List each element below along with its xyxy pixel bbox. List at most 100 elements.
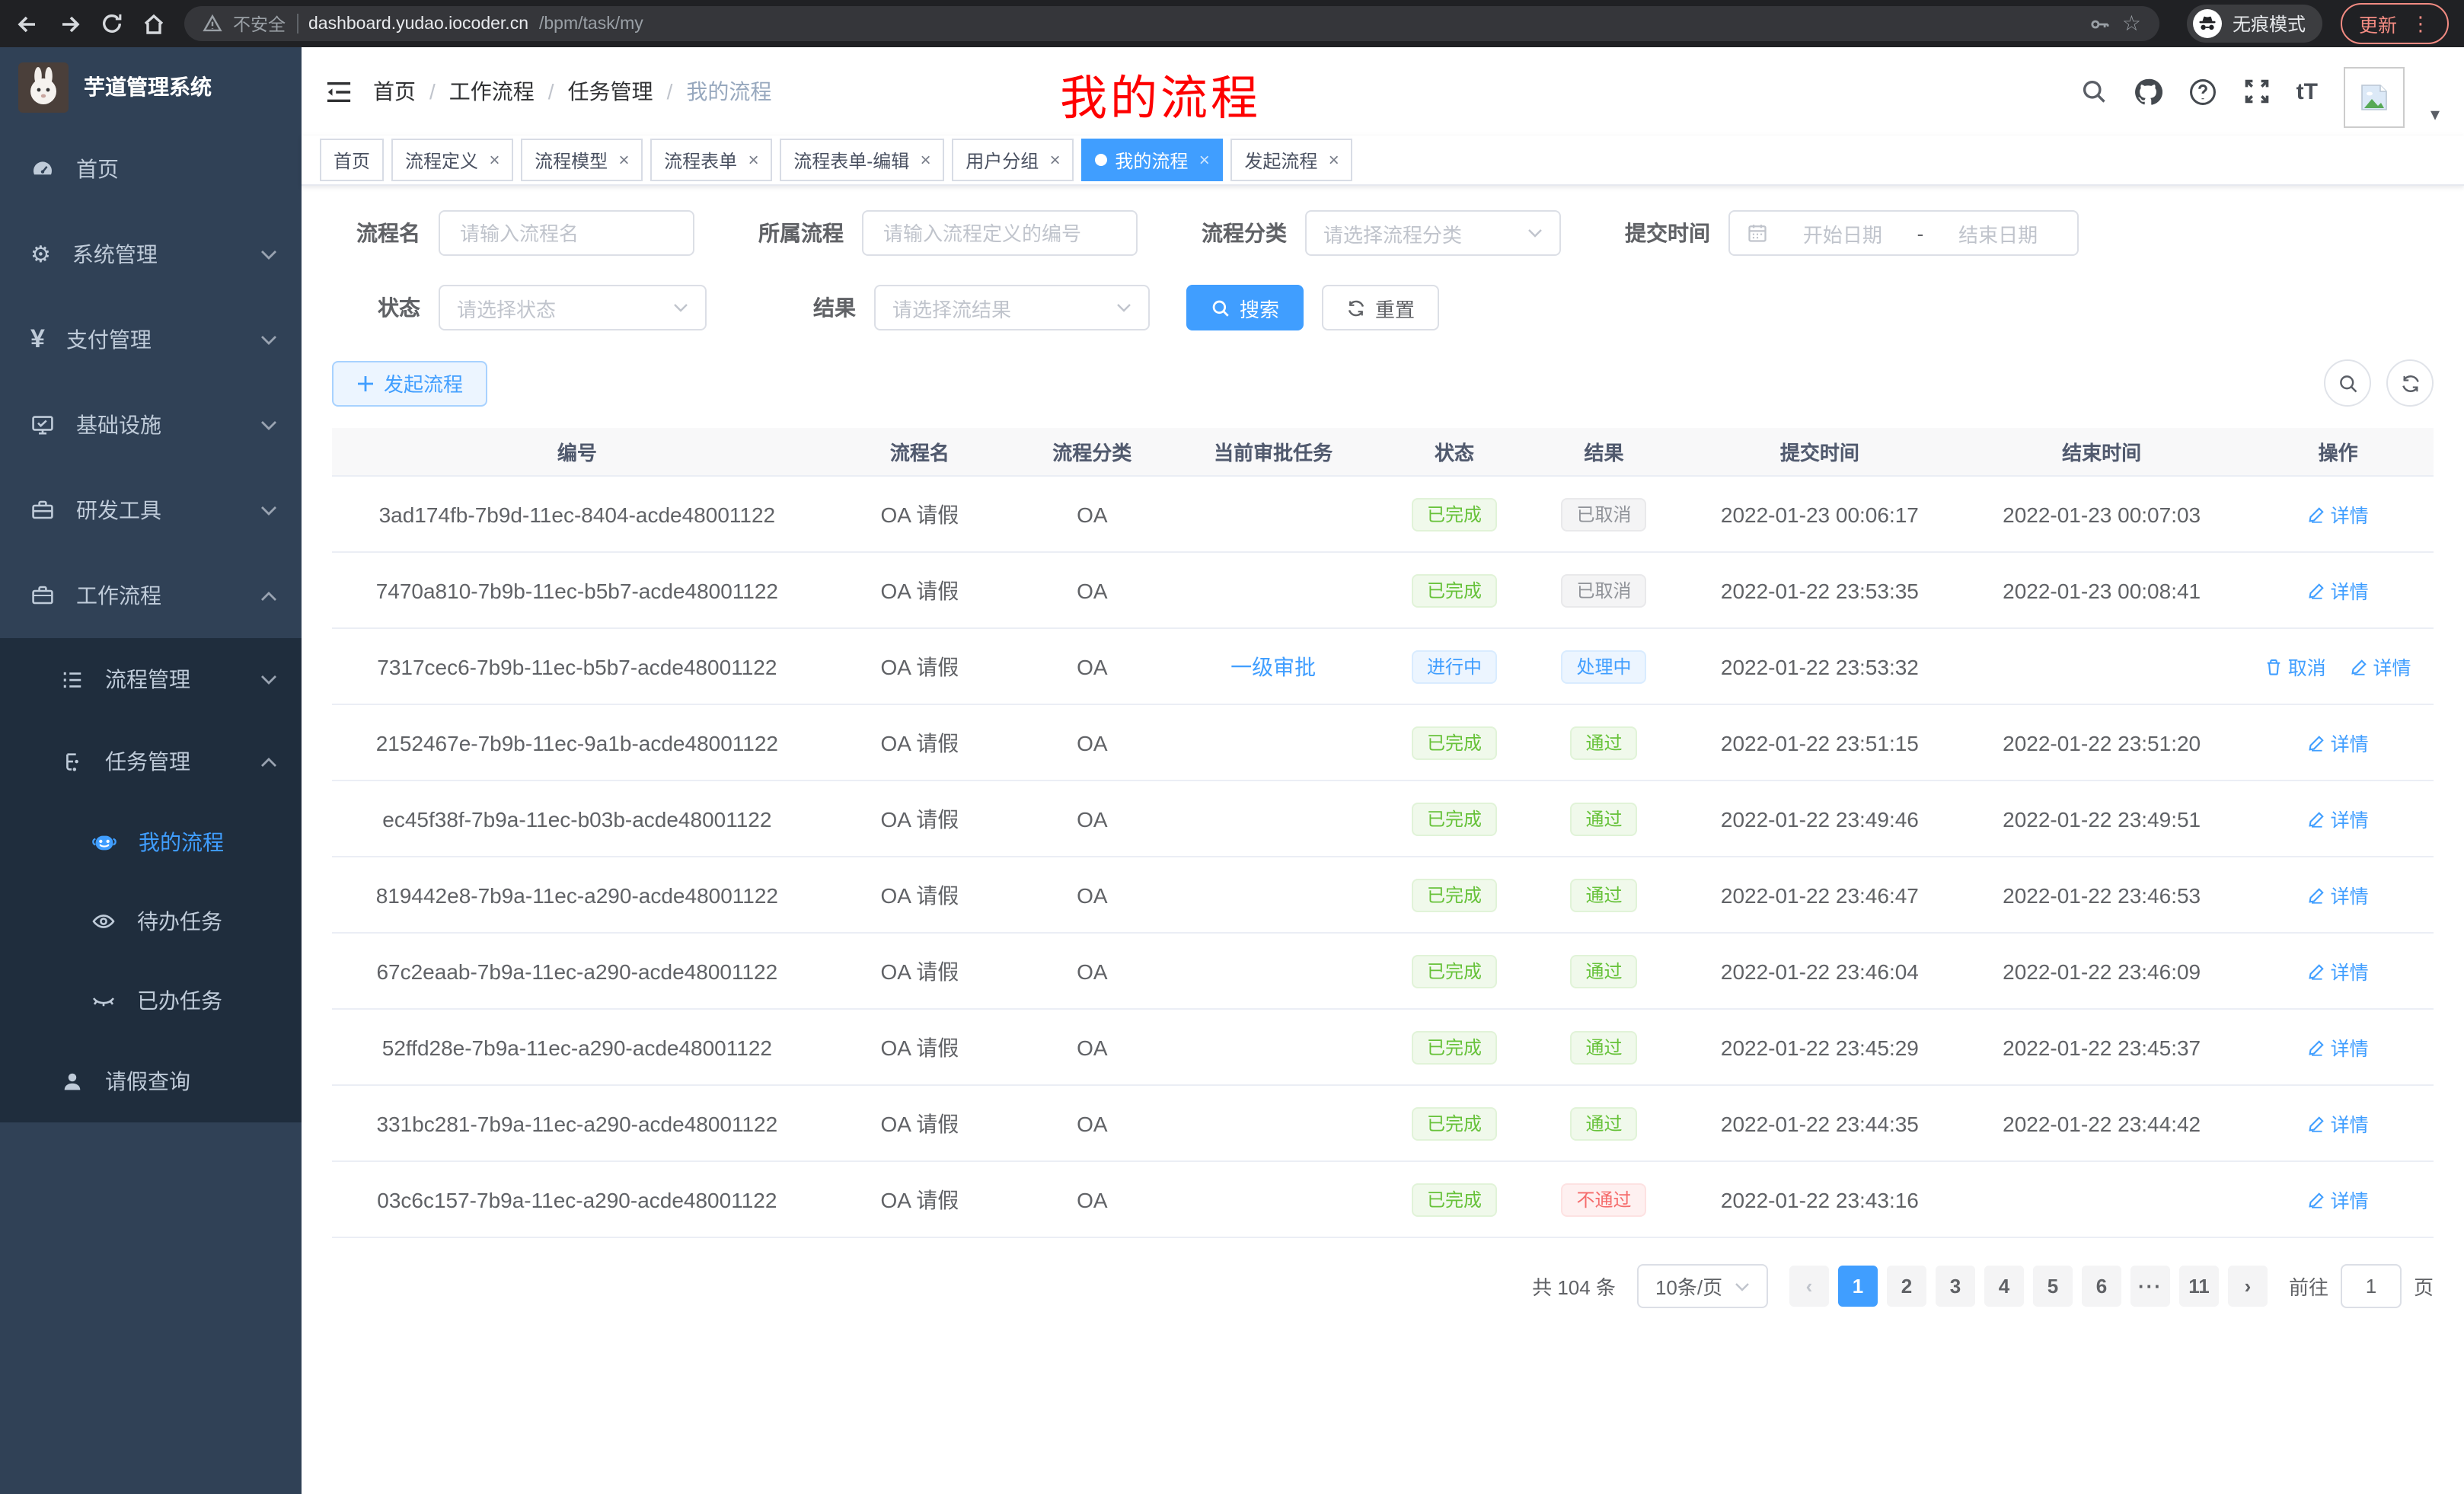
sidebar-item-my-process[interactable]: 我的流程	[0, 803, 302, 882]
table-row: 3ad174fb-7b9d-11ec-8404-acde48001122 OA …	[332, 476, 2434, 553]
page-button[interactable]: 1	[1837, 1266, 1878, 1307]
back-icon[interactable]	[15, 11, 40, 36]
sidebar-item-label: 研发工具	[76, 498, 161, 522]
avatar-caret-icon[interactable]: ▾	[2430, 104, 2440, 125]
close-icon[interactable]: ×	[748, 149, 759, 171]
tab-item[interactable]: 流程模型 ×	[521, 139, 643, 181]
avatar[interactable]	[2343, 67, 2405, 128]
breadcrumb-workflow[interactable]: 工作流程	[448, 79, 535, 104]
sidebar-item-workflow[interactable]: 工作流程	[0, 553, 302, 638]
close-icon[interactable]: ×	[1198, 149, 1210, 171]
detail-link[interactable]: 详情	[2308, 1109, 2369, 1138]
reset-button[interactable]: 重置	[1322, 285, 1440, 330]
status-select[interactable]: 请选择状态	[439, 285, 707, 330]
sidebar-item-payment[interactable]: ¥ 支付管理	[0, 297, 302, 382]
cell-submit-time: 2022-01-22 23:53:32	[1678, 628, 1961, 705]
table-refresh-icon[interactable]	[2386, 359, 2434, 407]
detail-link[interactable]: 详情	[2308, 956, 2369, 985]
detail-link[interactable]: 详情	[2308, 880, 2369, 909]
detail-link[interactable]: 详情	[2308, 804, 2369, 833]
category-select[interactable]: 请选择流程分类	[1305, 210, 1561, 256]
process-name-input[interactable]	[457, 220, 676, 246]
close-icon[interactable]: ×	[1049, 149, 1061, 171]
breadcrumb-home[interactable]: 首页	[373, 79, 416, 104]
status-badge: 已完成	[1411, 497, 1497, 531]
close-icon[interactable]: ×	[1328, 149, 1339, 171]
sidebar-item-leave-query[interactable]: 请假查询	[0, 1040, 302, 1122]
page-button[interactable]: 2	[1886, 1266, 1926, 1307]
cell-id: 03c6c157-7b9a-11ec-a290-acde48001122	[332, 1161, 822, 1238]
date-range-picker[interactable]: 开始日期 - 结束日期	[1728, 210, 2079, 256]
search-icon[interactable]	[2080, 78, 2108, 105]
page-button[interactable]: ›	[2227, 1266, 2268, 1307]
tab-item[interactable]: 流程表单-编辑 ×	[780, 139, 945, 181]
address-bar[interactable]: 不安全 dashboard.yudao.iocoder.cn /bpm/task…	[184, 6, 2159, 41]
page-button[interactable]: 6	[2081, 1266, 2121, 1307]
detail-link[interactable]: 详情	[2308, 576, 2369, 605]
result-select[interactable]: 请选择流结果	[874, 285, 1150, 330]
detail-link[interactable]: 详情	[2351, 652, 2411, 681]
sidebar-item-home[interactable]: 首页	[0, 126, 302, 212]
sidebar-item-todo-tasks[interactable]: 待办任务	[0, 882, 302, 961]
page-button[interactable]: 5	[2032, 1266, 2073, 1307]
red-annotation-text: 我的流程	[1060, 72, 1261, 125]
sidebar-item-process-mgmt[interactable]: 流程管理	[0, 638, 302, 720]
total-count: 共 104 条	[1532, 1276, 1616, 1299]
sidebar-item-done-tasks[interactable]: 已办任务	[0, 961, 302, 1040]
tab-item[interactable]: 我的流程 ×	[1081, 139, 1224, 181]
security-warning-icon[interactable]	[203, 14, 222, 34]
tab-item[interactable]: 首页	[320, 139, 385, 181]
page-size-select[interactable]: 10条/页	[1636, 1264, 1768, 1308]
search-button[interactable]: 搜索	[1186, 285, 1304, 330]
sidebar: 芋道管理系统 首页 ⚙ 系统管理 ¥ 支付管理	[0, 47, 302, 1494]
forward-icon[interactable]	[58, 11, 82, 36]
bookmark-star-icon[interactable]: ☆	[2121, 11, 2141, 35]
home-icon[interactable]	[142, 11, 166, 36]
result-badge: 已取消	[1561, 497, 1647, 531]
tab-item[interactable]: 发起流程 ×	[1230, 139, 1353, 181]
detail-link[interactable]: 详情	[2308, 1185, 2369, 1214]
monitor-icon	[30, 413, 55, 437]
close-icon[interactable]: ×	[489, 149, 500, 171]
browser-menu-icon[interactable]: ⋮	[2411, 11, 2430, 34]
jump-suffix: 页	[2413, 1276, 2434, 1299]
password-key-icon[interactable]	[2090, 13, 2111, 34]
update-button[interactable]: 更新 ⋮	[2340, 3, 2449, 44]
sidebar-item-infrastructure[interactable]: 基础设施	[0, 382, 302, 468]
font-size-icon[interactable]: tT	[2296, 78, 2318, 104]
github-icon[interactable]	[2134, 77, 2162, 106]
page-button[interactable]: 4	[1984, 1266, 2024, 1307]
cell-result: 通过	[1529, 781, 1679, 857]
sidebar-item-label: 我的流程	[139, 830, 224, 854]
sidebar-item-system[interactable]: ⚙ 系统管理	[0, 212, 302, 297]
page-button[interactable]: 3	[1935, 1266, 1975, 1307]
content: 流程名 所属流程 流程分类 请选择流程分类 提交时	[302, 186, 2464, 1494]
cell-status: 已完成	[1379, 1085, 1530, 1162]
current-task-link[interactable]: 一级审批	[1230, 654, 1317, 678]
owner-input-wrap	[862, 210, 1138, 256]
tab-item[interactable]: 用户分组 ×	[952, 139, 1074, 181]
detail-link[interactable]: 详情	[2308, 728, 2369, 757]
table-search-toggle-icon[interactable]	[2324, 359, 2371, 407]
fullscreen-icon[interactable]	[2243, 78, 2271, 105]
cancel-link[interactable]: 取消	[2265, 652, 2326, 681]
detail-link[interactable]: 详情	[2308, 500, 2369, 528]
sidebar-collapse-icon[interactable]	[326, 80, 352, 103]
process-definition-input[interactable]	[880, 220, 1119, 246]
tab-item[interactable]: 流程表单 ×	[650, 139, 773, 181]
cell-actions: 详情	[2242, 781, 2434, 857]
jump-page-input[interactable]	[2340, 1264, 2402, 1308]
sidebar-item-devtools[interactable]: 研发工具	[0, 468, 302, 553]
page-button[interactable]: ‹	[1789, 1266, 1829, 1307]
close-icon[interactable]: ×	[618, 149, 630, 171]
help-icon[interactable]	[2188, 77, 2217, 106]
sidebar-item-task-mgmt[interactable]: 任务管理	[0, 720, 302, 803]
detail-link[interactable]: 详情	[2308, 1033, 2369, 1061]
create-process-button[interactable]: 发起流程	[332, 360, 488, 406]
close-icon[interactable]: ×	[920, 149, 931, 171]
page-button[interactable]: 11	[2178, 1266, 2219, 1307]
tab-item[interactable]: 流程定义 ×	[391, 139, 514, 181]
breadcrumb-task-mgmt[interactable]: 任务管理	[567, 79, 653, 104]
reload-icon[interactable]	[101, 12, 123, 35]
page-button[interactable]: ···	[2130, 1266, 2170, 1307]
